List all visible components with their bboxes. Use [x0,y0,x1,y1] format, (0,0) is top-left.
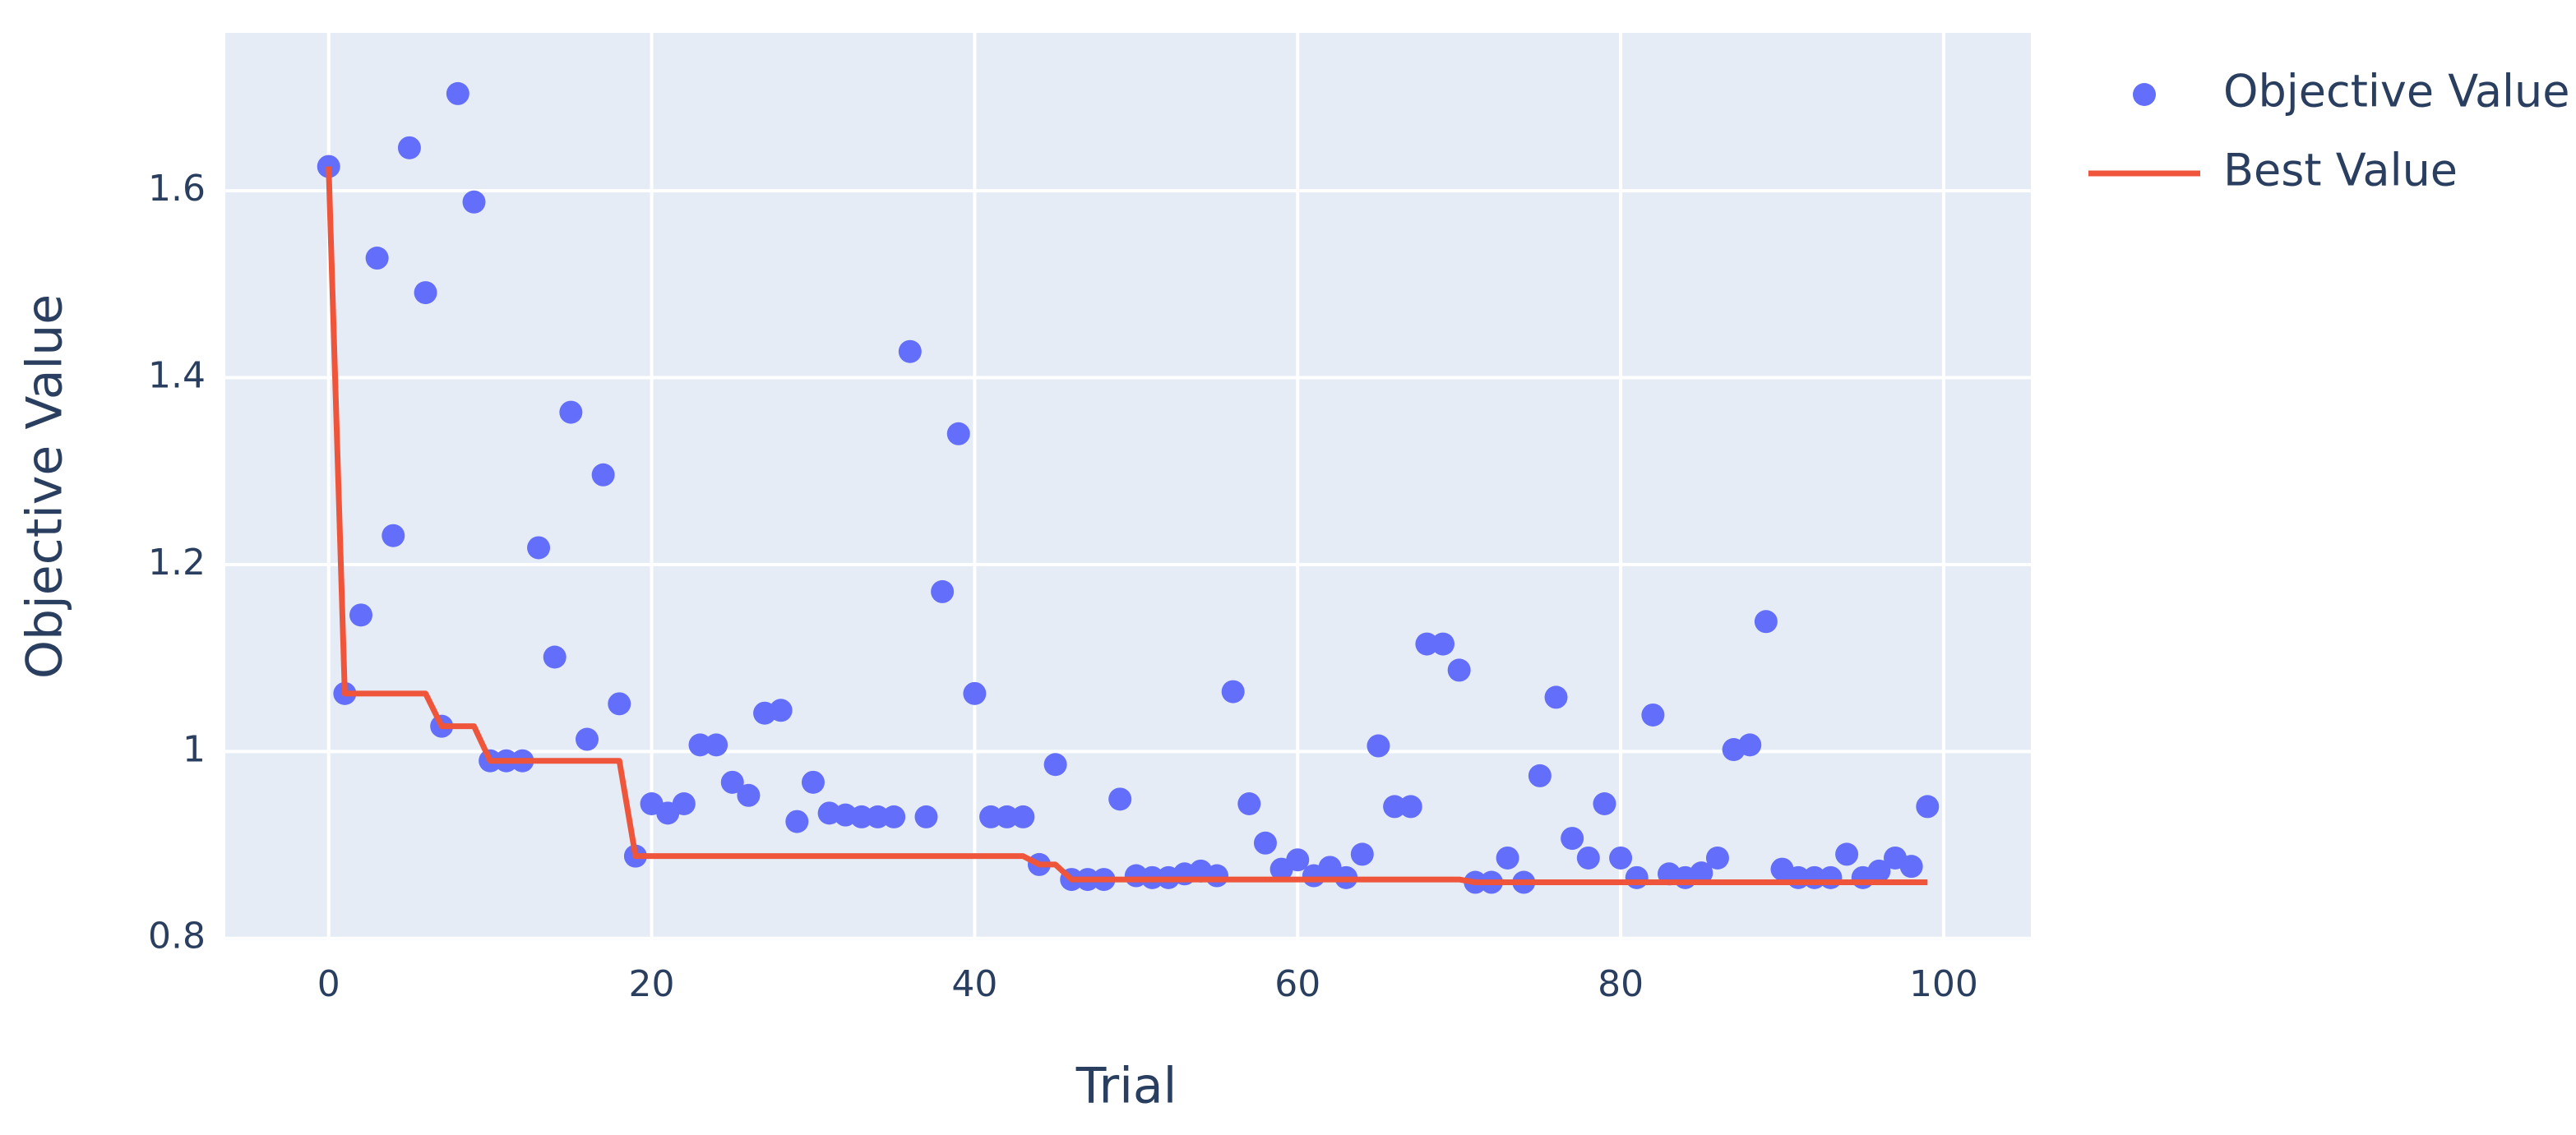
x-tick-label: 100 [1909,963,1978,1005]
y-tick-label: 1 [183,728,206,770]
data-point [397,136,421,159]
data-point [1819,865,1843,889]
y-tick-label: 1.4 [148,355,206,397]
legend-label: Objective Value [2223,66,2570,118]
data-point [527,536,551,560]
x-tick-label: 60 [1274,963,1320,1005]
data-point [446,81,469,105]
data-point [1544,685,1568,709]
data-point [1043,753,1067,777]
data-point [1286,848,1310,872]
best-line [326,166,1928,886]
y-tick-label: 0.8 [148,916,206,957]
data-point [672,792,696,816]
data-point [1754,610,1778,634]
data-point [1593,792,1616,816]
data-point [591,463,615,487]
data-point [1447,658,1471,682]
data-point [1705,846,1729,870]
data-point [931,579,955,603]
x-tick-label: 40 [951,963,997,1005]
data-point [705,733,728,757]
legend-label: Best Value [2223,145,2458,196]
data-point [1690,861,1713,885]
data-point [608,692,631,716]
data-point [1625,865,1649,889]
data-point [349,603,372,627]
data-point [720,770,744,794]
data-point [1221,680,1245,704]
data-point [1561,827,1584,851]
data-point [1899,855,1923,879]
x-tick-label: 0 [317,963,340,1005]
data-point [995,805,1019,828]
data-point [882,805,906,828]
data-point [1399,795,1422,819]
data-point [801,770,825,794]
data-point [866,805,890,828]
data-point [1237,792,1261,816]
data-point [979,805,1003,828]
legend-marker [2133,83,2156,106]
y-tick-label: 1.6 [148,168,206,210]
data-point [1867,859,1891,883]
data-point [1350,842,1374,866]
plot-area [225,33,2031,940]
data-point [1367,734,1390,758]
data-point [1835,842,1859,866]
data-point [1205,864,1229,888]
data-point [963,681,987,705]
data-point [543,645,567,669]
data-point [737,783,761,807]
data-point [575,727,599,751]
data-point [1738,733,1762,757]
data-point [1528,764,1552,787]
y-axis-title: Objective Value [16,294,74,679]
data-point [946,422,970,445]
data-point [1431,632,1455,656]
data-point [365,247,389,270]
data-point [688,733,712,757]
x-axis-title: Trial [1075,1058,1177,1115]
data-point [1383,795,1407,819]
data-point [1609,846,1633,870]
data-point [462,190,486,214]
y-tick-label: 1.2 [148,542,206,584]
x-tick-label: 20 [629,963,675,1005]
data-point [1011,805,1035,828]
data-point [1415,632,1439,656]
data-point [1916,795,1940,819]
data-point [849,805,873,828]
data-point [769,699,793,722]
data-point [785,810,809,833]
data-point [1576,846,1600,870]
data-point [1108,787,1132,811]
data-point [414,281,437,305]
data-point [914,805,938,828]
data-point [1496,846,1519,870]
data-point [1253,831,1277,855]
data-point [559,400,583,424]
data-point [382,524,405,547]
data-point [898,339,922,363]
x-tick-label: 80 [1598,963,1644,1005]
data-point [1641,703,1665,727]
